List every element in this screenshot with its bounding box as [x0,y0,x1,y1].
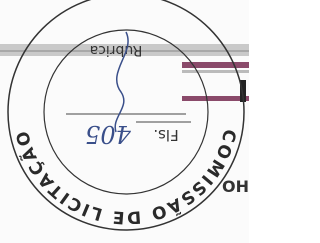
label-fls: Fls. [153,126,178,144]
text-fragment: OH [222,177,249,196]
label-rubrica: Rubrica [90,42,143,58]
gray-bar [182,70,249,73]
sheet-number: 405 [85,120,132,148]
page: OH COMISSÃO DE LICITAÇÃO Rubrica Fls. 40… [0,0,320,243]
scan: OH COMISSÃO DE LICITAÇÃO Rubrica Fls. 40… [0,0,249,243]
color-bar [182,96,249,101]
